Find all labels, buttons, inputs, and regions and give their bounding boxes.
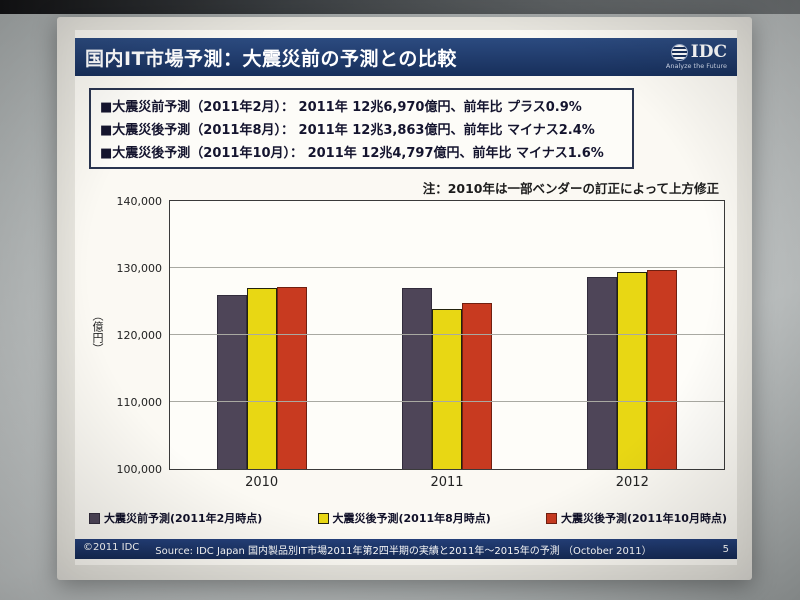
bar xyxy=(217,294,248,469)
x-axis-labels: 2010 2011 2012 xyxy=(169,470,725,490)
idc-globe-icon xyxy=(671,45,687,61)
slide: 国内IT市場予測：大震災前の予測との比較 IDC Analyze the Fut… xyxy=(75,30,737,565)
page-title: 国内IT市場予測：大震災前の予測との比較 xyxy=(85,47,457,70)
legend-label: 大震災後予測(2011年8月時点) xyxy=(332,512,491,525)
bar xyxy=(402,288,432,469)
bullet-line: ■大震災後予測（2011年10月）： 2011年 12兆4,797億円、前年比 … xyxy=(100,146,604,161)
bullet-line: ■大震災前予測（2011年2月）： 2011年 12兆6,970億円、前年比 プ… xyxy=(100,100,582,115)
y-tick-label: 110,000 xyxy=(116,396,163,409)
bar xyxy=(646,270,677,469)
slide-footer: ©2011 IDC Source: IDC Japan 国内製品別IT市場201… xyxy=(75,539,737,559)
y-tick-label: 140,000 xyxy=(116,195,163,208)
projector-screen: 国内IT市場予測：大震災前の予測との比較 IDC Analyze the Fut… xyxy=(57,17,752,580)
x-tick-label: 2011 xyxy=(430,475,464,490)
legend-item: 大震災後予測(2011年8月時点) xyxy=(317,510,491,526)
gridline xyxy=(170,267,724,268)
bullet-line: ■大震災後予測（2011年8月）： 2011年 12兆3,863億円、前年比 マ… xyxy=(100,123,595,138)
legend-swatch xyxy=(317,512,329,524)
legend-item: 大震災前予測(2011年2月時点) xyxy=(89,510,262,526)
idc-tagline: Analyze the Future xyxy=(665,62,727,71)
y-axis-label: （億円） xyxy=(91,310,104,354)
y-tick-label: 130,000 xyxy=(116,262,163,275)
source-text: Source: IDC Japan 国内製品別IT市場2011年第2四半期の実績… xyxy=(155,545,652,557)
bar xyxy=(586,277,617,469)
legend-swatch xyxy=(89,512,100,524)
bars-container xyxy=(170,201,724,469)
copyright: ©2011 IDC xyxy=(83,541,140,553)
x-tick-label: 2010 xyxy=(245,475,279,490)
legend: 大震災前予測(2011年2月時点) 大震災後予測(2011年8月時点) 大震災後予測… xyxy=(89,510,727,526)
bar-group xyxy=(170,201,355,469)
idc-logo-text: IDC xyxy=(690,42,727,63)
idc-logo: IDC Analyze the Future xyxy=(666,44,727,70)
bar xyxy=(432,309,462,469)
bar xyxy=(277,287,308,469)
bar xyxy=(462,302,492,469)
gridline xyxy=(170,401,724,402)
footnote: 注：2010年は一部ベンダーの訂正によって上方修正 xyxy=(422,181,719,196)
bar xyxy=(247,288,278,469)
legend-swatch xyxy=(546,512,557,524)
legend-label: 大震災後予測(2011年10月時点) xyxy=(561,512,727,525)
chart: （億円） 100,000 110,000 120,000 130,000 140,000… xyxy=(85,195,725,500)
slide-title-bar: 国内IT市場予測：大震災前の予測との比較 IDC Analyze the Fut… xyxy=(75,38,737,76)
plot-area: 100,000 110,000 120,000 130,000 140,000 xyxy=(117,195,725,476)
forecast-summary-box: ■大震災前予測（2011年2月）： 2011年 12兆6,970億円、前年比 プ… xyxy=(89,88,634,169)
bar-group xyxy=(355,201,540,469)
y-tick-label: 100,000 xyxy=(116,463,163,476)
bar-group xyxy=(539,201,724,469)
room-ceiling-edge xyxy=(0,0,800,14)
gridline xyxy=(170,334,724,335)
page-number: 5 xyxy=(722,543,729,555)
legend-label: 大震災前予測(2011年2月時点) xyxy=(104,512,263,525)
y-tick-label: 120,000 xyxy=(116,329,163,342)
bar xyxy=(616,272,647,469)
legend-item: 大震災後予測(2011年10月時点) xyxy=(546,510,727,526)
x-tick-label: 2012 xyxy=(615,475,649,490)
